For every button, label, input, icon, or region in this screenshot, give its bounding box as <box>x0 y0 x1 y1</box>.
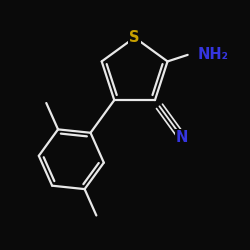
Text: NH₂: NH₂ <box>197 48 228 62</box>
Text: S: S <box>129 30 140 45</box>
Text: N: N <box>176 130 188 145</box>
